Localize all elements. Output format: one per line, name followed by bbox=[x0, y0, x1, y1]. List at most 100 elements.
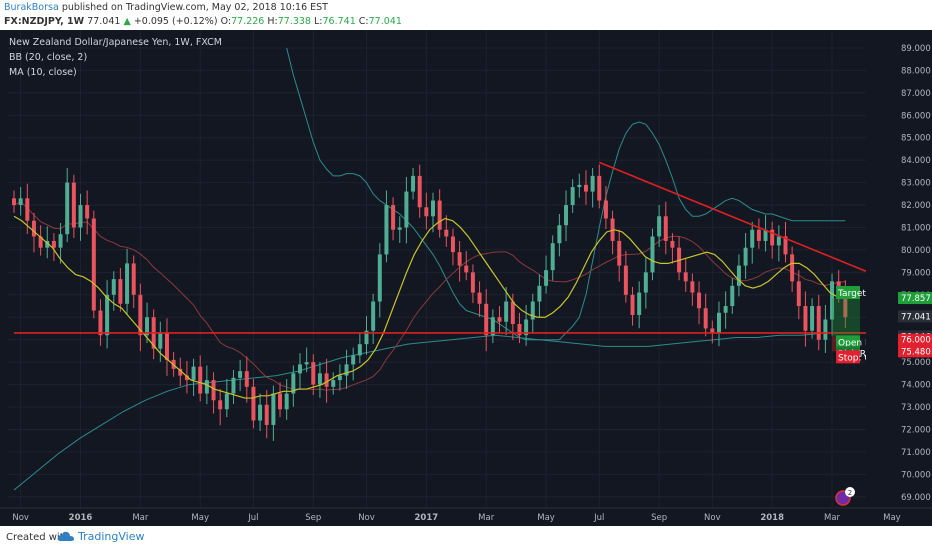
ma-line bbox=[13, 215, 846, 399]
price-axis-bg bbox=[866, 30, 932, 526]
event-badge-dot bbox=[845, 487, 855, 497]
candle-body bbox=[530, 301, 535, 320]
candle-body bbox=[45, 240, 50, 248]
candle-body bbox=[490, 317, 495, 336]
price-marker-label: 76.000 bbox=[901, 336, 931, 346]
candle-body bbox=[816, 306, 821, 340]
candle-body bbox=[145, 317, 150, 336]
candle-body bbox=[297, 364, 302, 374]
candle-body bbox=[118, 279, 123, 304]
chart-header: BurakBorsa published on TradingView.com,… bbox=[0, 0, 932, 30]
candle-body bbox=[85, 205, 90, 219]
candle-body bbox=[470, 272, 475, 293]
candle-body bbox=[716, 312, 721, 333]
trendline bbox=[598, 161, 886, 280]
candle-body bbox=[457, 252, 462, 266]
candle-body bbox=[138, 294, 143, 336]
candle-body bbox=[590, 175, 595, 192]
candle-body bbox=[803, 306, 808, 331]
candle-body bbox=[643, 272, 648, 293]
candle-body bbox=[404, 191, 409, 228]
candle-body bbox=[650, 236, 655, 273]
price-marker-bg bbox=[898, 345, 932, 358]
event-badge[interactable]: 2 bbox=[835, 487, 855, 506]
price-marker-bg bbox=[898, 292, 932, 305]
candle-body bbox=[125, 263, 130, 304]
trendlines-layer bbox=[14, 161, 886, 334]
author-link[interactable]: BurakBorsa bbox=[4, 2, 59, 13]
price-tick-label: 72.000 bbox=[901, 425, 931, 435]
price-tick-label: 83.000 bbox=[901, 179, 931, 189]
time-axis[interactable]: Nov 2016 Mar May Jul Sep Nov 2017 Mar May Jul Sep No… bbox=[0, 507, 932, 526]
candle-body bbox=[18, 198, 23, 206]
time-tick-label: 2018 bbox=[760, 513, 784, 523]
candle-body bbox=[617, 240, 622, 266]
candle-body bbox=[357, 344, 362, 356]
candle-body bbox=[657, 216, 662, 237]
open-value: 77.226 bbox=[231, 16, 265, 27]
candle-body bbox=[517, 323, 522, 336]
candle-body bbox=[537, 285, 542, 302]
stop-label-bg bbox=[836, 350, 860, 364]
candle-body bbox=[65, 182, 70, 235]
candle-body bbox=[211, 380, 216, 401]
price-tick-label: 80.000 bbox=[901, 246, 931, 256]
candle-body bbox=[583, 184, 588, 192]
candle-body bbox=[204, 380, 209, 394]
close-value: 77.041 bbox=[368, 16, 402, 27]
price-chart[interactable]: Target: 1.711 (2.25%) 17Open P&L: 0.89Ri… bbox=[0, 30, 932, 526]
price-tick-label: 82.000 bbox=[901, 201, 931, 211]
price-tick-label: 71.000 bbox=[901, 448, 931, 458]
candle-body bbox=[238, 371, 243, 378]
candle-body bbox=[763, 229, 768, 241]
time-tick-label: May bbox=[537, 513, 555, 523]
candle-body bbox=[51, 240, 56, 248]
price-tick-label: 70.000 bbox=[901, 470, 931, 480]
candle-body bbox=[683, 272, 688, 282]
candle-body bbox=[690, 281, 695, 293]
candle-body bbox=[291, 373, 296, 394]
candle-body bbox=[670, 240, 675, 248]
chart-panel[interactable]: Target: 1.711 (2.25%) 17Open P&L: 0.89Ri… bbox=[0, 30, 932, 526]
price-marker-bg bbox=[898, 310, 932, 323]
event-badge-count: 2 bbox=[848, 489, 852, 497]
candle-body bbox=[564, 205, 569, 226]
candle-body bbox=[603, 200, 608, 219]
candle-body bbox=[417, 175, 422, 208]
candle-body bbox=[663, 216, 668, 241]
time-tick-label: Sep bbox=[651, 513, 667, 523]
price-tick-label: 87.000 bbox=[901, 89, 931, 99]
candle-body bbox=[790, 254, 795, 282]
candle-body bbox=[164, 332, 169, 360]
candle-body bbox=[271, 393, 276, 425]
time-tick-label: Mar bbox=[478, 513, 495, 523]
candle-body bbox=[337, 375, 342, 381]
candle-body bbox=[391, 205, 396, 230]
price-tick-label: 85.000 bbox=[901, 134, 931, 144]
candle-body bbox=[111, 279, 116, 295]
candle-body bbox=[477, 292, 482, 304]
price-axis[interactable]: 89.000 88.000 87.000 86.000 85.000 84.000 83.0… bbox=[866, 30, 932, 526]
tradingview-cloud-icon bbox=[58, 531, 74, 541]
candle-body bbox=[324, 373, 329, 387]
time-axis-bg bbox=[0, 508, 932, 526]
tradingview-brand[interactable]: TradingView bbox=[58, 530, 144, 543]
candle-body bbox=[311, 362, 316, 385]
candle-body bbox=[191, 366, 196, 381]
candle-body bbox=[98, 310, 103, 336]
price-marker-label: 77.857 bbox=[901, 294, 931, 304]
candle-body bbox=[577, 184, 582, 188]
candle-body bbox=[105, 294, 110, 336]
candle-body bbox=[710, 328, 715, 333]
price-tick-label: 73.000 bbox=[901, 403, 931, 413]
publish-text: published on TradingView.com, May 02, 20… bbox=[61, 2, 328, 13]
candle-body bbox=[397, 227, 402, 230]
candle-body bbox=[377, 254, 382, 302]
low-label: L: bbox=[314, 16, 323, 27]
candle-body bbox=[730, 285, 735, 307]
candle-body bbox=[344, 364, 349, 376]
candle-body bbox=[843, 294, 848, 318]
publish-line: BurakBorsa published on TradingView.com,… bbox=[4, 2, 328, 13]
candle-body bbox=[198, 366, 203, 394]
candle-body bbox=[218, 400, 223, 410]
